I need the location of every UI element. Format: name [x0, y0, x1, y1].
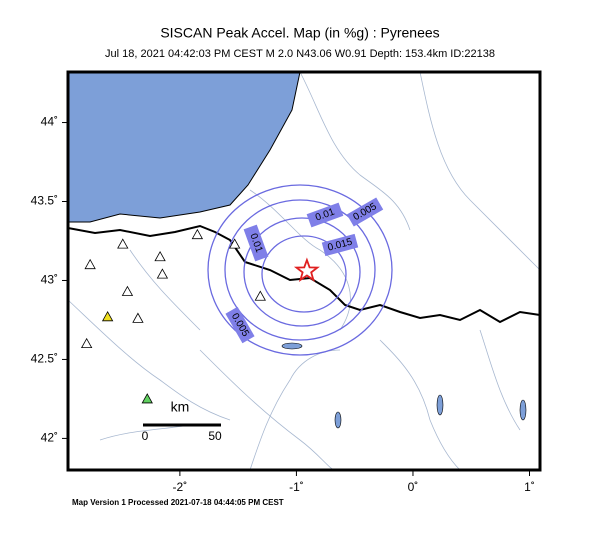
- station: [84, 258, 96, 270]
- station: [80, 337, 93, 349]
- contour-label: 0.01: [306, 202, 344, 228]
- station: [121, 285, 134, 296]
- y-tick-label: 42.5˚: [31, 352, 58, 366]
- y-tick-label: 42˚: [41, 431, 58, 445]
- border: [67, 224, 541, 324]
- station: [117, 238, 129, 249]
- x-tick-label: 1˚: [524, 480, 535, 494]
- epicenter: [293, 257, 320, 283]
- lake: [436, 394, 444, 416]
- lake: [281, 342, 303, 350]
- title: SISCAN Peak Accel. Map (in %g) : Pyrenee…: [160, 25, 439, 41]
- station: [154, 250, 166, 262]
- map-area: [66, 70, 542, 472]
- contour: [224, 199, 376, 341]
- contour-label-box: [306, 202, 344, 228]
- y-tick-label: 44˚: [41, 115, 58, 129]
- scale-label: 0: [142, 429, 149, 443]
- contour: [261, 235, 347, 313]
- subtitle: Jul 18, 2021 04:42:03 PM CEST M 2.0 N43.…: [105, 48, 495, 60]
- contour-label-box: [225, 306, 255, 344]
- contour: [243, 217, 361, 327]
- station: [141, 393, 153, 404]
- map-frame: [66, 70, 542, 472]
- contour-label: 0.01: [243, 224, 269, 262]
- x-tick-label: 0˚: [408, 480, 419, 494]
- scale-bar: km 0 50: [142, 399, 222, 443]
- contour-label-box: [243, 224, 269, 262]
- river: [67, 71, 541, 471]
- contour: [207, 184, 393, 356]
- x-tick-label: -2˚: [173, 480, 188, 494]
- contour-label: 0.015: [321, 233, 359, 257]
- ocean: [67, 71, 301, 223]
- contour-label-box: [346, 197, 384, 227]
- y-tick-label: 43.5˚: [31, 194, 58, 208]
- y-tick-label: 43˚: [41, 273, 58, 287]
- lake: [519, 399, 527, 421]
- lake: [334, 411, 342, 429]
- contour-label-box: [321, 233, 359, 257]
- station: [254, 290, 266, 301]
- scale-label: 50: [208, 429, 222, 443]
- station: [191, 228, 204, 240]
- x-tick-label: -1˚: [289, 480, 304, 494]
- station: [228, 238, 241, 249]
- scale-unit: km: [171, 399, 190, 415]
- station: [132, 312, 144, 323]
- station: [101, 310, 114, 322]
- station: [156, 268, 169, 279]
- footer: Map Version 1 Processed 2021-07-18 04:44…: [72, 498, 284, 507]
